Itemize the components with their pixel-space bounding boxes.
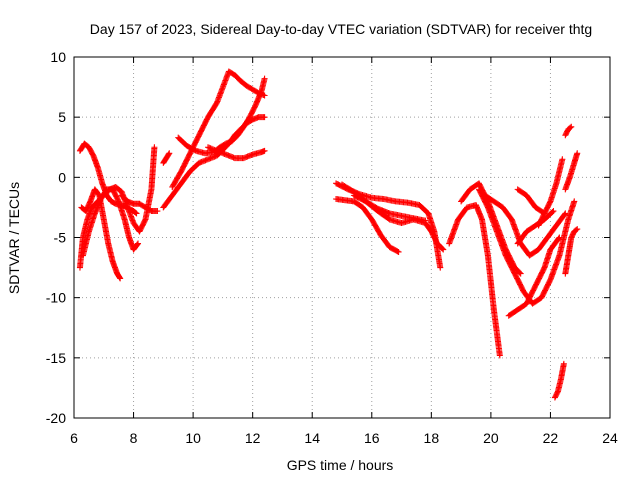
x-tick-label: 6 <box>70 430 78 446</box>
x-tick-label: 16 <box>364 430 380 446</box>
y-tick-label: 5 <box>58 109 66 125</box>
data-point-marker <box>154 208 161 215</box>
series-track-j <box>205 144 268 162</box>
series-track-o <box>446 202 503 359</box>
data-point-marker <box>562 210 569 217</box>
data-point-marker <box>574 150 581 157</box>
series-track-x <box>562 226 581 277</box>
series-track-w <box>551 360 567 401</box>
series-track-i <box>169 68 268 190</box>
chart-title: Day 157 of 2023, Sidereal Day-to-day VTE… <box>90 21 592 37</box>
data-point-marker <box>132 209 139 216</box>
data-point-marker <box>559 156 566 163</box>
x-tick-label: 24 <box>602 430 618 446</box>
data-point-marker <box>556 234 563 241</box>
x-tick-label: 12 <box>245 430 261 446</box>
series-track-f <box>160 150 173 166</box>
series-track-n <box>350 192 429 224</box>
data-point-marker <box>568 123 575 130</box>
data-point-marker <box>261 75 268 82</box>
data-point-marker <box>133 210 140 217</box>
x-tick-label: 22 <box>543 430 559 446</box>
y-tick-label: 10 <box>50 49 66 65</box>
data-point-marker <box>395 248 402 255</box>
data-points-layer <box>76 68 581 401</box>
y-tick-labels: -20 -15 -10 -5 0 5 10 <box>46 49 66 426</box>
x-tick-label: 18 <box>424 430 440 446</box>
data-point-marker <box>422 217 429 224</box>
series-track-d <box>79 186 142 259</box>
data-point-marker <box>261 147 268 154</box>
series-track-e <box>118 192 161 215</box>
series-track-z <box>562 150 581 193</box>
y-axis-label: SDTVAR / TECUs <box>6 182 22 294</box>
data-point-marker <box>135 240 142 247</box>
data-point-marker <box>437 264 444 271</box>
x-tick-label: 8 <box>130 430 138 446</box>
data-point-marker <box>496 352 503 359</box>
data-point-marker <box>439 245 446 252</box>
series-track-y <box>562 123 575 139</box>
ticks-layer <box>73 56 611 419</box>
y-tick-label: 0 <box>58 169 66 185</box>
x-tick-label: 14 <box>304 430 320 446</box>
data-point-marker <box>549 208 556 215</box>
data-point-marker <box>561 211 568 218</box>
data-point-marker <box>117 275 124 282</box>
data-point-marker <box>571 198 578 205</box>
data-point-marker <box>517 270 524 277</box>
series-track-k <box>333 195 402 255</box>
data-point-marker <box>165 151 172 158</box>
y-tick-label: -15 <box>46 350 66 366</box>
data-point-marker <box>394 248 401 255</box>
data-point-marker <box>555 235 562 242</box>
data-point-marker <box>567 124 574 131</box>
x-tick-label: 20 <box>483 430 499 446</box>
data-point-marker <box>516 269 523 276</box>
y-tick-label: -20 <box>46 410 66 426</box>
data-point-marker <box>151 144 158 151</box>
data-point-marker <box>166 150 173 157</box>
data-point-marker <box>261 114 268 121</box>
y-tick-label: -5 <box>54 230 67 246</box>
data-point-marker <box>440 246 447 253</box>
x-tick-label: 10 <box>185 430 201 446</box>
data-point-marker <box>574 226 581 233</box>
data-point-marker <box>141 217 148 224</box>
x-tick-labels: 6 8 10 12 14 16 18 20 22 24 <box>70 430 618 446</box>
data-point-marker <box>560 360 567 367</box>
data-point-marker <box>116 274 123 281</box>
x-axis-label: GPS time / hours <box>287 457 394 473</box>
series-track-v <box>535 156 566 229</box>
data-point-marker <box>134 241 141 248</box>
y-tick-label: -10 <box>46 290 66 306</box>
data-point-marker <box>261 92 268 99</box>
series-track-s <box>505 234 563 319</box>
data-point-marker <box>550 208 557 215</box>
data-point-marker <box>573 226 580 233</box>
series-track-q <box>475 186 578 307</box>
